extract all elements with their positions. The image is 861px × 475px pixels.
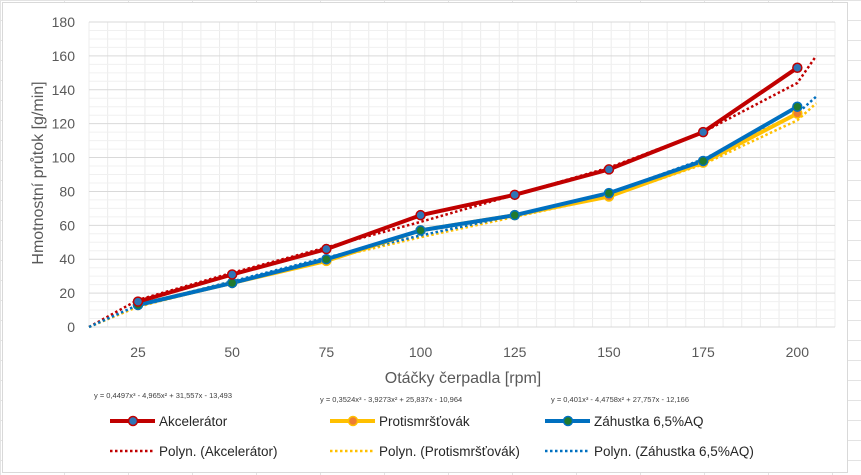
plot-gridlines <box>88 21 836 328</box>
equation-zahustka: y = 0,401x³ - 4,4758x² + 27,757x - 12,16… <box>551 395 689 404</box>
series-2-point <box>226 277 238 289</box>
series-line-0 <box>137 66 799 304</box>
series-markers <box>132 62 803 311</box>
y-tick-label: 160 <box>52 48 76 64</box>
series-0-point <box>132 296 144 307</box>
series-0-point <box>321 243 332 255</box>
y-axis-ticks: 0 20 40 60 80 100 120 140 160 180 <box>52 14 76 335</box>
legend-label-zahustka: Záhustka 6,5%AQ <box>594 414 704 429</box>
y-tick-label: 0 <box>67 319 75 335</box>
x-tick-label: 50 <box>224 344 240 360</box>
x-axis-ticks: 25 50 75 100 125 150 175 200 <box>130 344 809 360</box>
series-line-2 <box>137 104 799 307</box>
series-2-point <box>792 101 803 112</box>
series-2-point <box>697 155 709 167</box>
y-tick-label: 120 <box>52 116 76 132</box>
equation-protismrstovak: y = 0,3524x³ - 3,9273x² + 25,837x - 10,9… <box>320 395 462 404</box>
y-tick-label: 100 <box>52 150 76 166</box>
x-tick-label: 125 <box>503 344 527 360</box>
y-tick-label: 60 <box>59 217 75 233</box>
legend-label-polyn-akcelerator: Polyn. (Akcelerátor) <box>159 444 278 459</box>
chart-area[interactable]: 0 20 40 60 80 100 120 140 160 180 25 50 75 100 125 150… <box>2 2 848 473</box>
legend-label-protismrstovak: Protismršťovák <box>379 414 470 429</box>
series-lines <box>137 66 799 307</box>
legend: Akcelerátor Protismršťovák Záhustka 6,5%… <box>110 414 754 459</box>
x-tick-label: 200 <box>786 344 810 360</box>
x-tick-label: 100 <box>409 344 433 360</box>
legend-label-akcelerator: Akcelerátor <box>159 414 228 429</box>
y-tick-label: 40 <box>59 251 75 267</box>
x-tick-label: 175 <box>691 344 715 360</box>
series-0-point <box>697 126 709 138</box>
series-2-point <box>509 209 520 221</box>
x-axis-title: Otáčky čerpadla [rpm] <box>385 370 542 387</box>
series-0-point <box>509 189 520 201</box>
legend-item-zahustka: Záhustka 6,5%AQ <box>545 414 704 429</box>
x-tick-label: 25 <box>130 344 146 360</box>
series-0-point <box>603 164 615 175</box>
series-2-point <box>321 253 332 265</box>
legend-item-akcelerator: Akcelerátor <box>110 414 228 429</box>
series-0-point <box>226 269 238 280</box>
y-tick-label: 180 <box>52 14 76 30</box>
series-0-point <box>792 62 803 73</box>
series-0-point <box>415 209 426 221</box>
legend-item-protismrstovak: Protismršťovák <box>330 414 470 429</box>
legend-item-polyn-akcelerator: Polyn. (Akcelerátor) <box>110 444 278 459</box>
equation-akcelerator: y = 0,4497x³ - 4,965x² + 31,557x - 13,49… <box>94 391 232 400</box>
chart-svg: 0 20 40 60 80 100 120 140 160 180 25 50 75 100 125 150… <box>29 14 836 459</box>
y-axis-title: Hmotnostní průtok [g/min] <box>29 81 47 264</box>
x-tick-label: 150 <box>597 344 621 360</box>
series-2-point <box>603 187 615 199</box>
legend-label-polyn-zahustka: Polyn. (Záhustka 6,5%AQ) <box>594 444 754 459</box>
x-tick-label: 75 <box>319 344 335 360</box>
y-tick-label: 20 <box>59 285 75 301</box>
legend-item-polyn-zahustka: Polyn. (Záhustka 6,5%AQ) <box>545 444 754 459</box>
legend-label-polyn-protismrstovak: Polyn. (Protismršťovák) <box>379 444 520 459</box>
y-tick-label: 140 <box>52 82 76 98</box>
series-2-point <box>415 225 426 236</box>
legend-item-polyn-protismrstovak: Polyn. (Protismršťovák) <box>330 444 520 459</box>
y-tick-label: 80 <box>59 183 75 199</box>
